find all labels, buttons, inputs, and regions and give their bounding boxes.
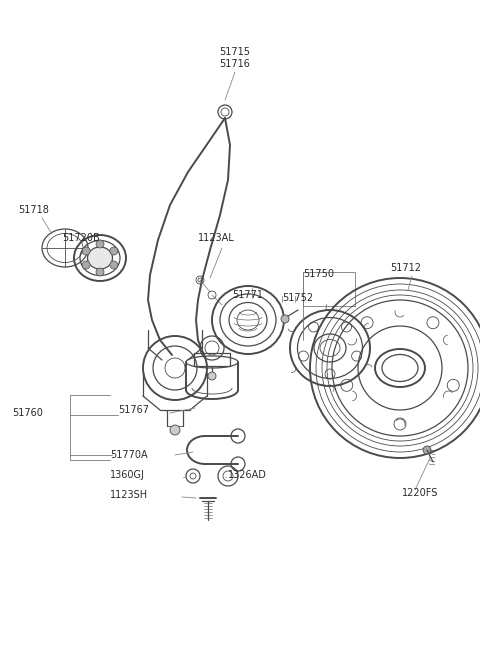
Circle shape bbox=[208, 372, 216, 380]
Text: 1123SH: 1123SH bbox=[110, 490, 148, 500]
Circle shape bbox=[96, 240, 104, 248]
Ellipse shape bbox=[87, 247, 112, 269]
Circle shape bbox=[170, 425, 180, 435]
Text: 1220FS: 1220FS bbox=[402, 488, 438, 498]
Text: 51720B: 51720B bbox=[62, 233, 100, 243]
Text: 1326AD: 1326AD bbox=[228, 470, 267, 480]
Text: 51752: 51752 bbox=[282, 293, 313, 303]
Circle shape bbox=[281, 315, 289, 323]
Text: 51760: 51760 bbox=[12, 408, 43, 418]
Text: 1123AL: 1123AL bbox=[198, 233, 235, 243]
Circle shape bbox=[96, 268, 104, 276]
Text: 51771: 51771 bbox=[232, 290, 263, 300]
Text: 51718: 51718 bbox=[18, 205, 49, 215]
Text: 51712: 51712 bbox=[390, 263, 421, 273]
Circle shape bbox=[110, 261, 118, 269]
Bar bbox=[303, 272, 355, 306]
Circle shape bbox=[110, 247, 118, 255]
Text: 51715
51716: 51715 51716 bbox=[219, 47, 251, 69]
Circle shape bbox=[82, 247, 90, 255]
Circle shape bbox=[423, 446, 431, 454]
Text: 51767: 51767 bbox=[118, 405, 149, 415]
Text: 51770A: 51770A bbox=[110, 450, 148, 460]
Circle shape bbox=[82, 261, 90, 269]
Text: 51750: 51750 bbox=[303, 269, 334, 279]
Text: 1360GJ: 1360GJ bbox=[110, 470, 145, 480]
